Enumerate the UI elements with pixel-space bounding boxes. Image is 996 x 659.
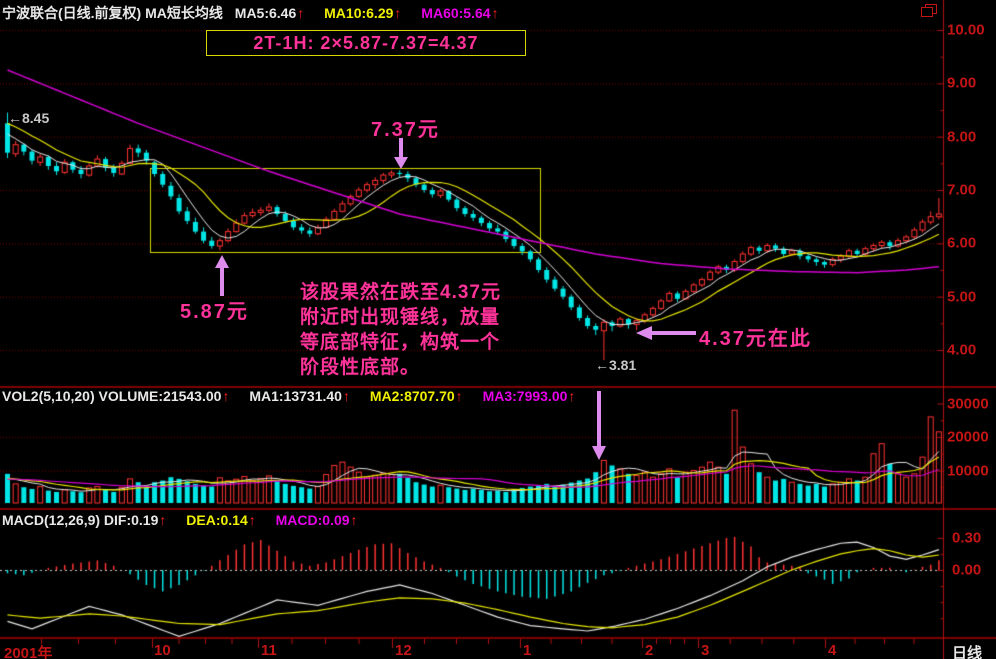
price-axis-label: 9.00 (947, 74, 977, 92)
up-arrow-icon: ↑ (342, 388, 350, 404)
up-arrow-icon: ↑ (222, 388, 230, 404)
price-axis-label: 5.00 (947, 288, 977, 306)
window-restore-icon-front (921, 7, 933, 17)
x-axis-label: 2 (645, 642, 654, 659)
dif-value: MACD(12,26,9) DIF:0.19 (2, 512, 159, 528)
price-axis-label: 6.00 (947, 234, 977, 252)
volume-axis-label: 30000 (947, 395, 989, 413)
up-arrow-icon: ↑ (491, 5, 499, 21)
annotation-lowest-price: ←3.81 (595, 357, 637, 373)
peak-arrow-down-icon (394, 138, 408, 169)
volume-value: VOL2(5,10,20) VOLUME:21543.00 (2, 388, 222, 404)
up-arrow-icon: ↑ (159, 512, 167, 528)
low-arrow-up-icon (215, 255, 229, 296)
macd-pane-header: MACD(12,26,9) DIF:0.19↑ DEA:0.14↑ MACD:0… (2, 512, 360, 528)
annotation-paragraph-line: 附近时出现锤线，放量 (300, 307, 501, 328)
up-arrow-icon: ↑ (248, 512, 256, 528)
x-axis-label: 1 (523, 642, 532, 659)
window-restore-icon[interactable] (921, 4, 938, 18)
ma10-value: MA10:6.29 (324, 5, 394, 21)
volume-pane-header: VOL2(5,10,20) VOLUME:21543.00↑ MA1:13731… (2, 388, 577, 404)
target-arrow-left-icon (636, 326, 696, 340)
x-axis-label: 4 (828, 642, 837, 659)
volume-axis-label: 20000 (947, 428, 989, 446)
x-axis-label: 10 (154, 642, 171, 659)
annotation-target-price: 4.37元在此 (699, 328, 812, 350)
up-arrow-icon: ↑ (455, 388, 463, 404)
annotation-paragraph: 该股果然在跌至4.37元 附近时出现锤线，放量 等底部特征，构筑一个 阶段性底部… (300, 280, 501, 380)
macd-axis-label: 0.30 (952, 529, 982, 547)
formula-box: 2T-1H: 2×5.87-7.37=4.37 (206, 30, 526, 56)
dea-value: DEA:0.14 (186, 512, 248, 528)
macd-axis-label: 0.00 (952, 561, 982, 579)
price-axis-label: 10.00 (947, 21, 985, 39)
x-axis-label: 12 (395, 642, 412, 659)
volume-arrow-down-icon (592, 391, 606, 460)
x-axis-label: 3 (701, 642, 710, 659)
period-label[interactable]: 日线 (952, 645, 983, 659)
up-arrow-icon: ↑ (297, 5, 305, 21)
annotation-box-low-price: 5.87元 (180, 301, 249, 323)
price-axis-label: 7.00 (947, 181, 977, 199)
annotation-paragraph-line: 该股果然在跌至4.37元 (300, 282, 501, 303)
vol-ma1-value: MA1:13731.40 (249, 388, 342, 404)
ma5-value: MA5:6.46 (234, 5, 297, 21)
price-axis-label: 4.00 (947, 341, 977, 359)
x-axis-label: 11 (261, 642, 277, 659)
annotation-peak-price: 7.37元 (371, 119, 440, 141)
macd-value: MACD:0.09 (275, 512, 350, 528)
chart-title: 宁波联合(日线.前复权) MA短长均线 (2, 5, 223, 21)
price-pane-header: 宁波联合(日线.前复权) MA短长均线 MA5:6.46↑ MA10:6.29↑… (2, 3, 501, 23)
vol-ma3-value: MA3:7993.00 (482, 388, 568, 404)
up-arrow-icon: ↑ (568, 388, 576, 404)
price-axis-label: 8.00 (947, 128, 977, 146)
annotation-first-high: ←8.45 (8, 110, 50, 126)
vol-ma2-value: MA2:8707.70 (369, 388, 455, 404)
x-axis-label: 2001年 (4, 645, 53, 659)
up-arrow-icon: ↑ (350, 512, 358, 528)
up-arrow-icon: ↑ (394, 5, 402, 21)
volume-axis-label: 10000 (947, 462, 989, 480)
annotation-paragraph-line: 等底部特征，构筑一个 (300, 332, 501, 353)
ma60-value: MA60:5.64 (421, 5, 491, 21)
annotation-paragraph-line: 阶段性底部。 (300, 357, 421, 378)
